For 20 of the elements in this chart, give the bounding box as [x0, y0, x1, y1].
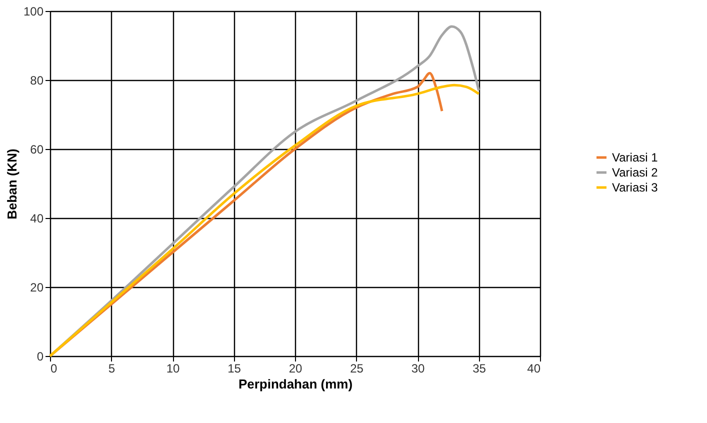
legend-label: Variasi 2	[612, 166, 658, 180]
x-tick-label: 15	[228, 362, 242, 376]
y-tick-label: 40	[30, 212, 44, 226]
y-tick-label: 0	[36, 350, 44, 364]
x-tick-label: 40	[527, 362, 541, 376]
x-tick-label: 5	[108, 362, 116, 376]
x-axis-title: Perpindahan (mm)	[238, 376, 353, 392]
x-tick-label: 20	[288, 362, 302, 376]
y-tick-label: 20	[30, 280, 44, 294]
y-tick-label: 100	[23, 4, 44, 18]
x-tick-label: 30	[411, 362, 425, 376]
y-tick-label: 60	[30, 142, 44, 156]
legend-label: Variasi 3	[612, 180, 658, 194]
y-tick-label: 80	[30, 74, 44, 88]
x-tick-label: 0	[50, 362, 58, 376]
x-tick-label: 35	[472, 362, 486, 376]
x-tick-label: 25	[350, 362, 364, 376]
x-tick-label: 10	[166, 362, 180, 376]
legend-label: Variasi 1	[612, 150, 658, 164]
y-axis-title: Beban (KN)	[4, 148, 20, 220]
